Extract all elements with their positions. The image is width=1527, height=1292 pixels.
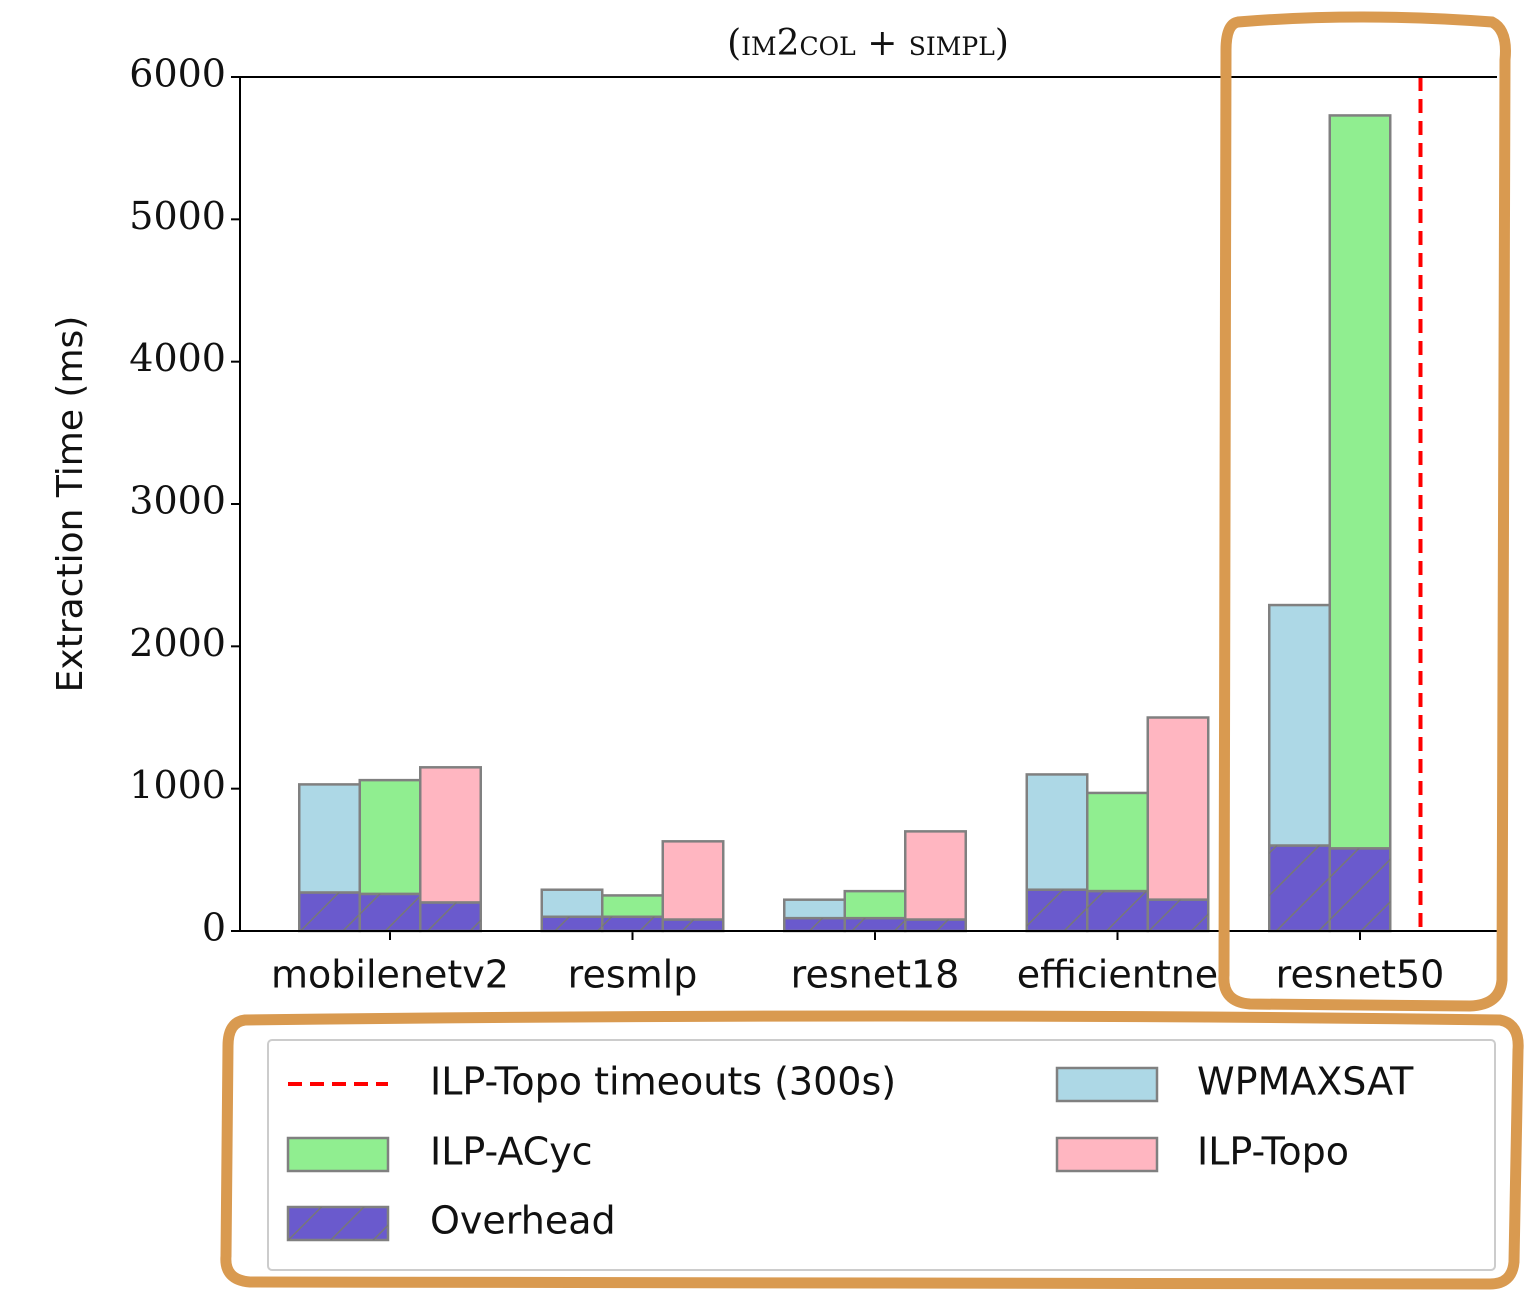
bar-segment [602,895,663,916]
y-tick-label: 3000 [129,479,226,523]
y-tick-label: 5000 [129,194,226,238]
y-tick-label: 4000 [129,336,226,380]
page: {"chart_data": { "type": "stacked-bar", … [0,0,1527,1292]
legend-swatch [1057,1068,1157,1101]
y-tick-label: 1000 [129,763,226,807]
legend-swatch [1057,1138,1157,1171]
overhead-hatch [542,917,603,931]
legend-swatch [288,1138,388,1171]
overhead-hatch [360,894,421,931]
x-tick-label: resnet50 [1276,953,1445,997]
bar-segment [1148,718,1209,900]
legend-label: ILP-Topo timeouts (300s) [430,1060,896,1104]
legend-label: ILP-Topo [1197,1130,1349,1174]
overhead-hatch [905,920,966,931]
overhead-hatch [1087,891,1148,931]
bar-segment [1087,793,1148,891]
overhead-hatch [1148,900,1209,931]
overhead-hatch [663,920,724,931]
bar-segment [905,831,966,919]
bar-segment [542,890,603,917]
y-axis-label: Extraction Time (ms) [50,316,91,693]
bar-segment [784,900,845,919]
overhead-hatch [420,903,481,931]
x-tick-label: resnet18 [791,953,960,997]
bar-segment [845,891,906,918]
legend-label: WPMAXSAT [1197,1060,1414,1104]
bar-segment [1269,605,1330,846]
overhead-hatch [299,893,360,931]
bar-segment [1330,115,1391,848]
overhead-hatch [784,918,845,931]
bar-segment [663,841,724,919]
overhead-hatch [602,917,663,931]
plot-area: 0 1000 2000 3000 4000 5000 6000 mobilenetv2 resm… [129,52,1497,997]
legend-label: ILP-ACyc [430,1130,593,1174]
overhead-hatch [1330,848,1391,931]
y-tick-label: 2000 [129,621,226,665]
overhead-hatch [1027,890,1088,931]
bar-segment [360,780,421,894]
legend-label: Overhead [430,1199,616,1243]
chart: (im2col + simpl) Extraction Time (ms) 0 1… [0,0,1527,1292]
y-tick-label: 0 [202,906,226,950]
overhead-hatch [845,918,906,931]
chart-title: (im2col + simpl) [727,23,1009,64]
overhead-hatch [1269,846,1330,931]
bar-segment [1027,774,1088,889]
bar-segment [420,767,481,902]
x-tick-label: resmlp [568,953,698,997]
x-tick-label: mobilenetv2 [271,953,509,997]
bar-segment [299,784,360,892]
legend-hatch [288,1207,388,1240]
y-tick-label: 6000 [129,52,226,96]
x-tick-label: efficientne [1017,953,1218,997]
